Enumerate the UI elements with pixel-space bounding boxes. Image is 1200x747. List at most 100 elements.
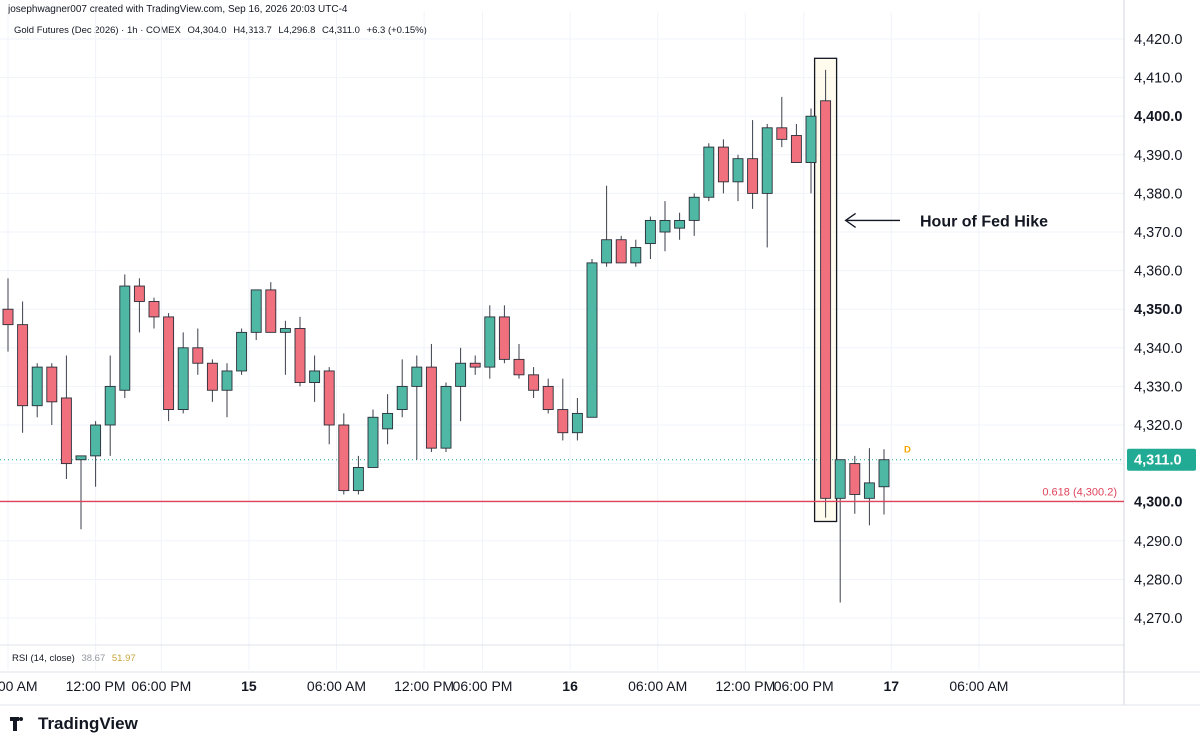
candle-body (790, 135, 802, 163)
candle-body (863, 482, 875, 499)
candle-body (820, 100, 832, 499)
candle (309, 355, 321, 402)
symbol-legend: Gold Futures (Dec 2026) · 1h · COMEX O4,… (14, 25, 427, 36)
candle-body (411, 366, 423, 387)
candle-body (674, 219, 686, 229)
candle (820, 69, 832, 518)
candle-body (119, 285, 131, 391)
candle (849, 455, 861, 514)
current-price-tag-label: 4,311.0 (1134, 453, 1182, 469)
y-tick-label: 4,400.0 (1134, 109, 1182, 125)
candle (440, 382, 452, 453)
x-tick-label: 17 (884, 678, 900, 694)
candle-body (382, 412, 394, 430)
candle (75, 455, 87, 530)
candle-body (396, 385, 408, 411)
candle-body (484, 316, 496, 368)
y-tick-label: 4,280.0 (1134, 572, 1182, 588)
y-tick-label: 4,410.0 (1134, 71, 1182, 87)
candle-body (323, 370, 335, 426)
candle (119, 274, 131, 398)
annotation-arrow-head (844, 212, 856, 228)
candle-body (571, 412, 583, 434)
candle-body (805, 115, 817, 163)
candle (425, 343, 437, 453)
candle-body (31, 366, 43, 407)
candle-body (279, 328, 291, 333)
candle (659, 201, 671, 252)
candle (411, 355, 423, 460)
candle-body (455, 362, 467, 387)
rsi-value-2: 51.97 (111, 653, 136, 664)
candle-body (177, 347, 189, 411)
candle (455, 347, 467, 422)
candle (688, 193, 700, 236)
y-tick-label: 4,350.0 (1134, 302, 1182, 318)
candle-body (542, 385, 554, 411)
x-tick-label: 06:00 AM (628, 678, 687, 694)
candle (761, 123, 773, 248)
candle (236, 328, 248, 375)
y-tick-label: 4,320.0 (1134, 418, 1182, 434)
candle (630, 239, 642, 267)
candle (396, 359, 408, 418)
candle-body (46, 366, 58, 403)
candle (352, 455, 364, 495)
y-tick-label: 4,370.0 (1134, 225, 1182, 241)
candle (674, 212, 686, 240)
candle-body (513, 358, 525, 376)
candle-body (586, 262, 598, 418)
y-tick-label: 4,390.0 (1134, 148, 1182, 164)
fib-level-label: 0.618 (4,300.2) (1042, 486, 1117, 498)
candle-body (688, 196, 700, 221)
x-tick-label: 06:00 AM (307, 678, 366, 694)
candle (557, 378, 569, 441)
candle (776, 96, 788, 148)
x-tick-label: 15 (241, 678, 257, 694)
candle (863, 448, 875, 526)
candle-body (528, 374, 540, 391)
candle-body (236, 331, 248, 372)
candle (90, 421, 102, 487)
footer-branding: TradingView (10, 714, 138, 734)
candle (294, 316, 306, 387)
candle-body (265, 289, 277, 333)
candle-body (717, 146, 729, 183)
candle-body (659, 219, 671, 233)
tradingview-logo-icon (10, 717, 32, 731)
candle-body (849, 463, 861, 495)
y-tick-label: 4,360.0 (1134, 264, 1182, 280)
candle (221, 363, 233, 418)
candle-body (163, 316, 175, 411)
x-tick-label: 06:00 AM (949, 678, 1008, 694)
candle-body (776, 127, 788, 140)
fib-price-tag (1125, 490, 1200, 513)
candle-body (309, 370, 321, 383)
candle (17, 301, 29, 433)
x-tick-label: 12:00 PM (66, 678, 126, 694)
candle-body (630, 246, 642, 264)
candle (644, 216, 656, 260)
candle (601, 185, 613, 267)
candle-body (425, 366, 437, 449)
candle (513, 343, 525, 379)
candle-body (878, 459, 890, 488)
close-value: C4,311.0 (322, 25, 360, 36)
candle (615, 235, 627, 264)
candle-body (17, 324, 29, 407)
candle (382, 394, 394, 445)
candle (528, 367, 540, 398)
candle (206, 359, 218, 402)
y-tick-label: 4,270.0 (1134, 611, 1182, 627)
x-tick-label: 12:00 PM (715, 678, 775, 694)
open-value: O4,304.0 (187, 25, 227, 36)
symbol-name: Gold Futures (Dec 2026) · 1h · COMEX (14, 25, 181, 36)
candle-body (75, 455, 87, 461)
brand-text: TradingView (38, 714, 138, 733)
rsi-legend: RSI (14, close) 38.67 51.97 (12, 653, 136, 664)
candle (805, 108, 817, 194)
candle-body (440, 385, 452, 449)
candle (747, 120, 759, 209)
candle (790, 123, 802, 163)
